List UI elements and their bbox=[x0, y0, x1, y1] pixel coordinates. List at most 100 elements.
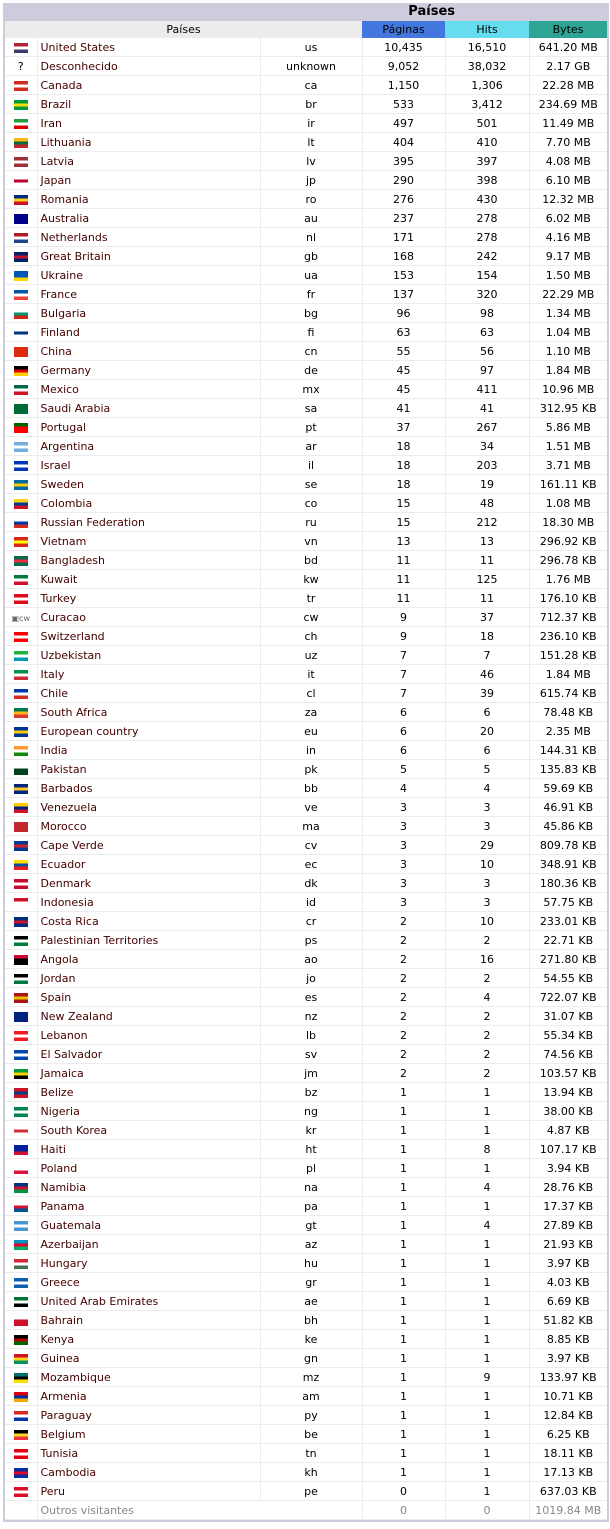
bytes-value: 9.17 MB bbox=[529, 246, 607, 266]
hits-value: 2 bbox=[445, 1025, 530, 1045]
flag-icon bbox=[13, 802, 28, 813]
bytes-value: 180.36 KB bbox=[529, 873, 607, 893]
country-name: Pakistan bbox=[37, 759, 261, 779]
country-name: Guinea bbox=[37, 1348, 261, 1368]
pages-value: 1 bbox=[362, 1329, 446, 1349]
hits-value: 56 bbox=[445, 341, 530, 361]
country-name: Spain bbox=[37, 987, 261, 1007]
flag-icon bbox=[13, 1049, 28, 1060]
pages-value: 1 bbox=[362, 1405, 446, 1425]
flag-icon bbox=[13, 1163, 28, 1174]
pages-value: 1 bbox=[362, 1443, 446, 1463]
table-row: Barbados bb 4 4 59.69 KB bbox=[5, 778, 607, 798]
flag-icon bbox=[13, 631, 28, 642]
bytes-value: 1.84 MB bbox=[529, 664, 607, 684]
flag-icon bbox=[13, 1277, 28, 1288]
pages-value: 2 bbox=[362, 1025, 446, 1045]
bytes-value: 135.83 KB bbox=[529, 759, 607, 779]
country-code: am bbox=[260, 1386, 363, 1406]
hits-value: 6 bbox=[445, 702, 530, 722]
country-code: eu bbox=[260, 721, 363, 741]
hits-value: 1 bbox=[445, 1348, 530, 1368]
hits-value: 1 bbox=[445, 1082, 530, 1102]
table-row: ? Desconhecido unknown 9,052 38,032 2.17… bbox=[5, 56, 607, 76]
country-code: gr bbox=[260, 1272, 363, 1292]
pages-value: 237 bbox=[362, 208, 446, 228]
bytes-value: 296.92 KB bbox=[529, 531, 607, 551]
hits-value: 3 bbox=[445, 892, 530, 912]
table-row: Azerbaijan az 1 1 21.93 KB bbox=[5, 1234, 607, 1254]
table-row: Guinea gn 1 1 3.97 KB bbox=[5, 1348, 607, 1368]
table-row: Brazil br 533 3,412 234.69 MB bbox=[5, 94, 607, 114]
country-name: Iran bbox=[37, 113, 261, 133]
flag-icon bbox=[13, 137, 28, 148]
pages-value: 18 bbox=[362, 474, 446, 494]
hits-value: 9 bbox=[445, 1367, 530, 1387]
hits-value: 278 bbox=[445, 208, 530, 228]
bytes-value: 615.74 KB bbox=[529, 683, 607, 703]
pages-value: 11 bbox=[362, 588, 446, 608]
country-name: Kuwait bbox=[37, 569, 261, 589]
hits-value: 1 bbox=[445, 1310, 530, 1330]
country-code: us bbox=[260, 38, 363, 57]
table-row: Japan jp 290 398 6.10 MB bbox=[5, 170, 607, 190]
pages-value: 3 bbox=[362, 835, 446, 855]
country-code: ng bbox=[260, 1101, 363, 1121]
pages-value: 9,052 bbox=[362, 56, 446, 76]
bytes-value: 4.03 KB bbox=[529, 1272, 607, 1292]
country-code: nl bbox=[260, 227, 363, 247]
country-code: kw bbox=[260, 569, 363, 589]
country-code: kh bbox=[260, 1462, 363, 1482]
hits-value: 38,032 bbox=[445, 56, 530, 76]
bytes-value: 3.94 KB bbox=[529, 1158, 607, 1178]
country-name: Romania bbox=[37, 189, 261, 209]
table-row: Sweden se 18 19 161.11 KB bbox=[5, 474, 607, 494]
bytes-value: 27.89 KB bbox=[529, 1215, 607, 1235]
pages-value: 1 bbox=[362, 1196, 446, 1216]
bytes-value: 151.28 KB bbox=[529, 645, 607, 665]
country-code: ch bbox=[260, 626, 363, 646]
table-row: Palestinian Territories ps 2 2 22.71 KB bbox=[5, 930, 607, 950]
country-name: Netherlands bbox=[37, 227, 261, 247]
flag-icon bbox=[13, 1125, 28, 1136]
pages-value: 404 bbox=[362, 132, 446, 152]
table-row: Netherlands nl 171 278 4.16 MB bbox=[5, 227, 607, 247]
bytes-value: 312.95 KB bbox=[529, 398, 607, 418]
pages-value: 0 bbox=[362, 1500, 446, 1520]
country-name: Curacao bbox=[37, 607, 261, 627]
bytes-value: 133.97 KB bbox=[529, 1367, 607, 1387]
country-code: jm bbox=[260, 1063, 363, 1083]
country-name: Chile bbox=[37, 683, 261, 703]
bytes-value: 6.10 MB bbox=[529, 170, 607, 190]
bytes-value: 144.31 KB bbox=[529, 740, 607, 760]
table-row: Italy it 7 46 1.84 MB bbox=[5, 664, 607, 684]
flag-icon bbox=[13, 42, 28, 53]
pages-value: 11 bbox=[362, 550, 446, 570]
hits-value: 1 bbox=[445, 1253, 530, 1273]
hits-value: 203 bbox=[445, 455, 530, 475]
table-row: China cn 55 56 1.10 MB bbox=[5, 341, 607, 361]
flag-icon bbox=[13, 650, 28, 661]
flag-icon bbox=[13, 1087, 28, 1098]
country-name: Lithuania bbox=[37, 132, 261, 152]
hits-value: 267 bbox=[445, 417, 530, 437]
pages-value: 3 bbox=[362, 854, 446, 874]
bytes-value: 46.91 KB bbox=[529, 797, 607, 817]
flag-icon bbox=[13, 517, 28, 528]
country-name: Indonesia bbox=[37, 892, 261, 912]
bytes-value: 57.75 KB bbox=[529, 892, 607, 912]
table-row: Morocco ma 3 3 45.86 KB bbox=[5, 816, 607, 836]
pages-value: 1 bbox=[362, 1234, 446, 1254]
pages-value: 7 bbox=[362, 645, 446, 665]
country-code: py bbox=[260, 1405, 363, 1425]
table-row: South Korea kr 1 1 4.87 KB bbox=[5, 1120, 607, 1140]
table-row: El Salvador sv 2 2 74.56 KB bbox=[5, 1044, 607, 1064]
hits-value: 501 bbox=[445, 113, 530, 133]
pages-value: 10,435 bbox=[362, 38, 446, 57]
country-name: Morocco bbox=[37, 816, 261, 836]
bytes-value: 55.34 KB bbox=[529, 1025, 607, 1045]
pages-value: 497 bbox=[362, 113, 446, 133]
country-name: Namibia bbox=[37, 1177, 261, 1197]
pages-value: 5 bbox=[362, 759, 446, 779]
pages-value: 290 bbox=[362, 170, 446, 190]
